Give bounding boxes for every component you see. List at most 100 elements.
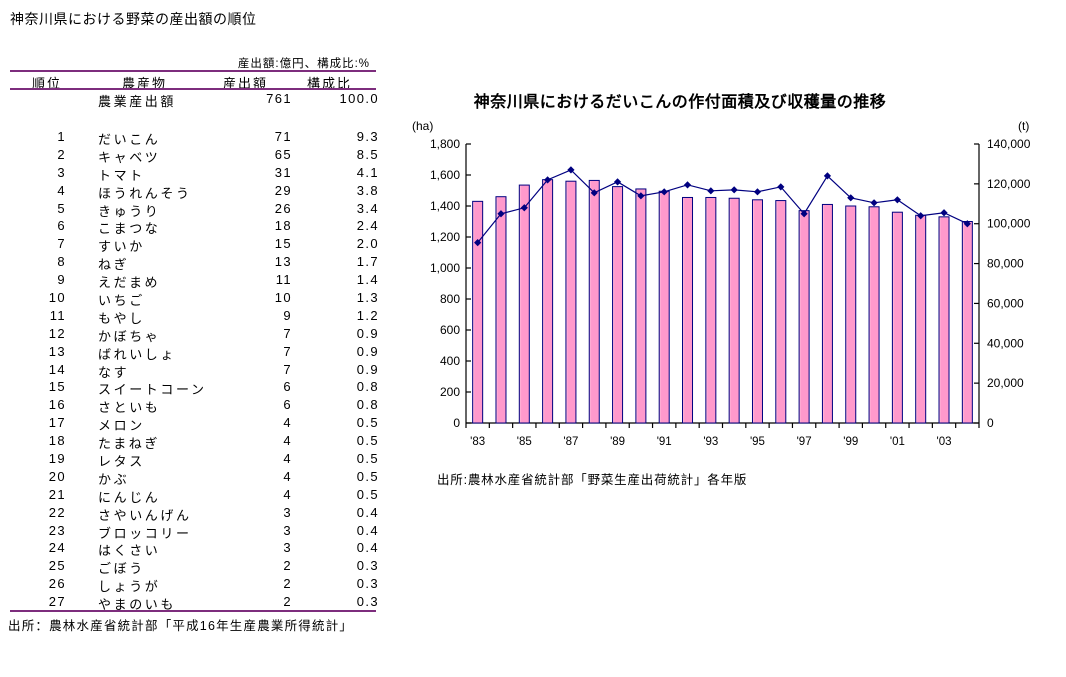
- chart-axis-labels: 0 200 400 600 800 1,000 1,200 1,400 1,600 1,800 0 2…: [412, 119, 1031, 448]
- category-axis-label: '85: [517, 436, 532, 448]
- ranking-rows: 1 だいこん 71 9.3 2 キャベツ 65 8.5 3 トマト 31 4.1 4 ほうれんそう 29 3.…: [10, 129, 379, 612]
- cell-product: レタス: [98, 454, 145, 470]
- cell-output: 2: [283, 594, 292, 610]
- right-axis-tick-label: 100,000: [987, 217, 1031, 231]
- right-axis-tick-label: 120,000: [987, 177, 1031, 191]
- cell-output: 65: [274, 146, 292, 162]
- cell-product: ほうれんそう: [98, 185, 192, 201]
- table-row: 9 えだまめ 11 1.4: [10, 272, 379, 291]
- yield-marker: [963, 220, 971, 228]
- left-axis-tick-label: 1,600: [430, 168, 460, 182]
- cell-rank: 17: [48, 415, 66, 431]
- category-axis-label: '03: [937, 436, 952, 448]
- chart-title: 神奈川県におけるだいこんの作付面積及び収穫量の推移: [473, 94, 887, 111]
- yield-marker: [613, 178, 622, 186]
- cell-share: 1.4: [356, 272, 379, 288]
- yield-marker: [567, 166, 575, 174]
- cell-output: 4: [283, 433, 292, 449]
- yield-marker: [777, 183, 785, 191]
- yield-marker: [870, 199, 878, 207]
- right-axis-tick-label: 0: [987, 416, 994, 430]
- cell-total-label: 農業産出額: [98, 94, 177, 109]
- cell-rank: 16: [48, 397, 66, 413]
- cell-product: さといも: [98, 400, 161, 416]
- cell-total-output: 761: [266, 91, 292, 106]
- yield-marker: [753, 188, 762, 196]
- right-axis-tick-label: 60,000: [987, 296, 1024, 310]
- left-axis-tick-label: 0: [453, 416, 460, 430]
- cell-share: 1.3: [356, 290, 379, 306]
- table-unit-note: 産出額:億円、構成比:%: [237, 58, 370, 70]
- table-row: 3 トマト 31 4.1: [10, 164, 379, 183]
- cell-output: 3: [283, 540, 292, 556]
- cell-output: 7: [283, 343, 292, 359]
- cell-output: 2: [283, 558, 292, 574]
- bar: [961, 221, 973, 424]
- cell-output: 71: [274, 129, 292, 144]
- cell-rank: 2: [57, 146, 66, 162]
- cell-rank: 9: [57, 272, 66, 288]
- cell-rank: 24: [48, 540, 66, 556]
- cell-product: えだまめ: [98, 275, 161, 291]
- cell-rank: 5: [57, 200, 66, 216]
- bar: [495, 196, 507, 424]
- bar: [938, 216, 950, 424]
- yield-marker: [823, 172, 832, 180]
- cell-share: 4.1: [356, 164, 379, 180]
- table-row: 11 もやし 9 1.2: [10, 307, 378, 326]
- cell-rank: 13: [48, 343, 66, 359]
- table-top-rule: [10, 70, 376, 72]
- table-row: 2 キャベツ 65 8.5: [10, 146, 379, 165]
- cell-share: 0.4: [356, 522, 379, 538]
- cell-share: 0.5: [356, 451, 379, 467]
- cell-product: こまつな: [98, 221, 161, 237]
- cell-product: トマト: [98, 167, 145, 183]
- table-row: 13 ばれいしょ 7 0.9: [10, 343, 378, 362]
- cell-rank: 19: [48, 451, 66, 467]
- cell-rank: 15: [48, 379, 66, 395]
- left-axis-tick-label: 1,800: [430, 137, 460, 151]
- cell-product: たまねぎ: [98, 436, 161, 452]
- area-and-yield-chart: 0 200 400 600 800 1,000 1,200 1,400 1,600 1,800 0 2…: [412, 119, 1031, 448]
- table-row: 5 きゅうり 26 3.4: [10, 200, 377, 219]
- cell-share: 1.7: [356, 254, 379, 270]
- table-row: 18 たまねぎ 4 0.5: [10, 433, 378, 452]
- table-row: 4 ほうれんそう 29 3.8: [10, 182, 379, 201]
- ranking-panel: 神奈川県における野菜の産出額の順位 産出額:億円、構成比:% 順位 農産物 産出…: [0, 0, 400, 677]
- cell-output: 29: [274, 182, 292, 198]
- cell-share: 0.4: [356, 504, 379, 520]
- cell-product: すいか: [98, 239, 145, 255]
- cell-rank: 14: [48, 361, 66, 377]
- right-axis-tick-label: 40,000: [987, 336, 1024, 350]
- cell-product: メロン: [98, 418, 145, 434]
- category-axis-label: '99: [843, 436, 858, 448]
- cell-output: 4: [283, 451, 292, 467]
- cell-rank: 26: [48, 576, 66, 592]
- left-axis-tick-label: 1,400: [430, 199, 460, 213]
- table-row: 25 ごぼう 2 0.3: [10, 558, 378, 576]
- cell-product: はくさい: [98, 543, 161, 559]
- cell-product: もやし: [98, 310, 145, 326]
- bar: [845, 205, 857, 424]
- cell-product: ばれいしょ: [98, 346, 177, 362]
- cell-output: 2: [283, 576, 292, 592]
- table-row: 24 はくさい 3 0.4: [10, 540, 379, 559]
- category-axis-label: '93: [703, 436, 718, 448]
- category-axis-label: '83: [470, 436, 485, 448]
- cell-output: 26: [274, 200, 292, 216]
- cell-rank: 11: [49, 307, 66, 323]
- table-row: 20 かぶ 4 0.5: [10, 469, 378, 487]
- cell-rank: 7: [57, 236, 66, 252]
- yield-marker: [847, 194, 855, 202]
- cell-share: 8.5: [356, 146, 379, 162]
- cell-share: 0.4: [356, 540, 379, 556]
- cell-product: ねぎ: [98, 257, 130, 273]
- cell-share: 2.0: [356, 236, 379, 252]
- cell-share: 3.8: [356, 182, 379, 198]
- cell-output: 4: [283, 486, 292, 502]
- column-header-product: 農産物: [122, 76, 168, 91]
- left-axis-unit-label: (ha): [412, 119, 433, 133]
- cell-product: さやいんげん: [98, 507, 192, 523]
- left-axis-tick-label: 400: [440, 354, 460, 368]
- page-title: 神奈川県における野菜の産出額の順位: [10, 11, 257, 27]
